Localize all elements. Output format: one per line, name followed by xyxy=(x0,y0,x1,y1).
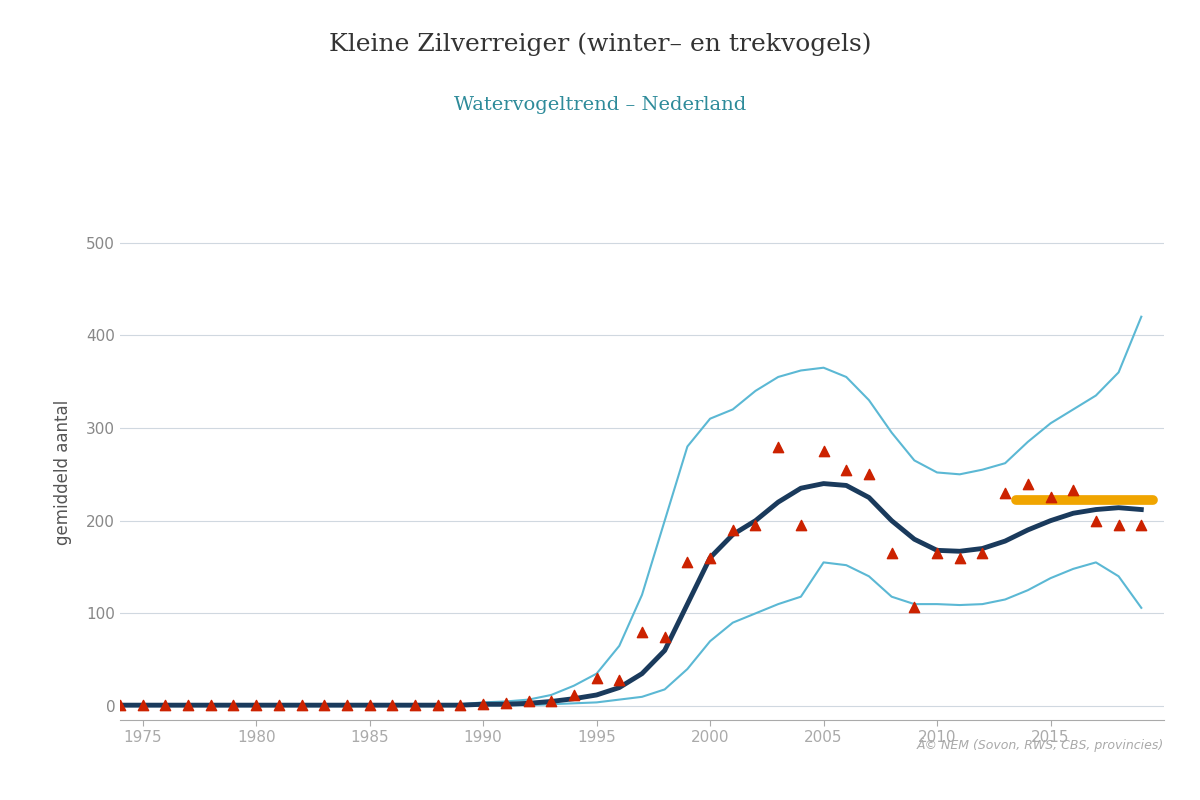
Point xyxy=(518,695,538,708)
Point xyxy=(1086,514,1105,527)
Point xyxy=(383,698,402,711)
Point xyxy=(973,546,992,559)
Point xyxy=(859,468,878,481)
Point xyxy=(746,519,766,532)
Point xyxy=(655,630,674,643)
Point xyxy=(224,698,244,711)
Point xyxy=(428,698,448,711)
Point xyxy=(610,674,629,686)
Point xyxy=(724,523,743,536)
Point xyxy=(1063,484,1082,497)
Point xyxy=(836,463,856,476)
Point xyxy=(950,551,970,564)
Point xyxy=(1019,477,1038,490)
Point xyxy=(905,601,924,614)
Point xyxy=(269,698,288,711)
Point xyxy=(292,698,311,711)
Point xyxy=(1132,519,1151,532)
Point xyxy=(337,698,356,711)
Point xyxy=(110,698,130,711)
Point xyxy=(314,698,334,711)
Point xyxy=(768,440,787,453)
Point xyxy=(632,626,652,638)
Point xyxy=(497,697,516,710)
Point xyxy=(133,698,152,711)
Point xyxy=(156,698,175,711)
Text: Â© NEM (Sovon, RWS, CBS, provincies): Â© NEM (Sovon, RWS, CBS, provincies) xyxy=(917,738,1164,752)
Point xyxy=(928,546,947,559)
Y-axis label: gemiddeld aantal: gemiddeld aantal xyxy=(54,399,72,545)
Point xyxy=(360,698,379,711)
Point xyxy=(1040,491,1060,504)
Point xyxy=(406,698,425,711)
Point xyxy=(791,519,810,532)
Point xyxy=(1109,519,1128,532)
Point xyxy=(474,698,493,710)
Point xyxy=(541,694,560,707)
Point xyxy=(564,689,583,702)
Text: Kleine Zilverreiger (winter– en trekvogels): Kleine Zilverreiger (winter– en trekvoge… xyxy=(329,32,871,55)
Point xyxy=(814,445,833,458)
Point xyxy=(587,672,606,685)
Point xyxy=(451,698,470,711)
Point xyxy=(701,551,720,564)
Point xyxy=(202,698,221,711)
Point xyxy=(179,698,198,711)
Point xyxy=(996,486,1015,499)
Point xyxy=(678,556,697,569)
Text: Watervogeltrend – Nederland: Watervogeltrend – Nederland xyxy=(454,96,746,114)
Point xyxy=(246,698,265,711)
Point xyxy=(882,546,901,559)
